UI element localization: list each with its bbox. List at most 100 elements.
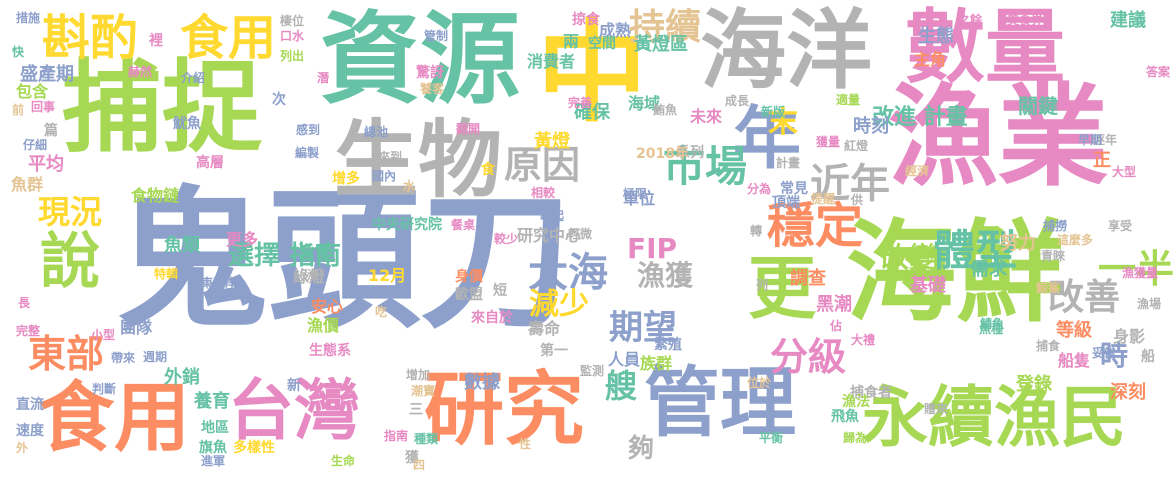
word-196: 鯖魚 [980, 317, 1005, 331]
word-117: 飛魚 [831, 409, 859, 425]
word-147: 輕微 [568, 227, 593, 241]
word-36: 改進 計畫 [872, 105, 968, 130]
word-12: 研究 [424, 363, 584, 456]
word-109: 紅燈 [844, 139, 869, 153]
word-191: 增加 [406, 368, 431, 382]
word-58: 族群 [640, 354, 673, 373]
word-37: FIP [627, 232, 678, 265]
word-183: 青睞 [1041, 249, 1066, 263]
word-77: 等級 [1056, 320, 1092, 341]
word-115: 捕食者 [850, 385, 892, 401]
word-80: 調查 [790, 268, 826, 289]
word-135: 漁會 [298, 242, 331, 261]
word-48: 消費者 [527, 52, 576, 71]
word-19: 更 [748, 250, 817, 329]
word-122: 地區 [201, 420, 229, 436]
word-165: 篇 [44, 123, 58, 139]
word-142: 增多 [332, 171, 360, 187]
word-35: 選擇 指南 [228, 241, 342, 271]
word-64: 魚群 [11, 175, 44, 194]
word-167: 漁 [307, 268, 320, 282]
word-120: 種類 [414, 432, 439, 446]
word-75: 登錄 [1016, 374, 1052, 395]
word-148: 完善 [568, 96, 593, 110]
word-95: 身價 [455, 269, 483, 285]
word-91: 身影 [1113, 327, 1146, 346]
word-54: 黃燈 [534, 131, 570, 152]
word-116: 漁法 [842, 394, 870, 410]
word-44: 主角 [914, 50, 947, 69]
word-127: 速度 [16, 423, 44, 439]
word-72: 外銷 [164, 367, 200, 388]
word-158: 列出 [280, 49, 305, 63]
word-94: 短 [493, 283, 507, 299]
word-21: 體型 [933, 226, 1018, 275]
word-65: 食物鏈 [131, 186, 180, 205]
word-181: 大型 [1112, 165, 1137, 179]
word-8: 生物 [334, 111, 503, 209]
word-139: 介紹 [181, 71, 206, 85]
word-177: 佔 [830, 319, 843, 333]
word-22: 原因 [504, 143, 581, 187]
word-15: 斟酌 [42, 10, 139, 66]
word-188: 位於 [747, 376, 772, 390]
word-123: 旗魚 [199, 440, 227, 456]
word-110: 常見 [780, 181, 808, 197]
word-105: 適量 [836, 93, 861, 107]
word-1: 捕捉 [62, 49, 262, 166]
word-130: 完整 [16, 324, 41, 338]
word-176: 外 [16, 441, 29, 455]
word-55: 未來 [690, 107, 723, 126]
word-10: 食用 [38, 373, 190, 462]
word-92: 繁殖 [654, 337, 682, 353]
word-51: 兩 [563, 32, 580, 51]
word-34: 改變 [881, 241, 938, 274]
word-146: 崛起 [540, 209, 565, 223]
word-68: 綠燈 [293, 267, 326, 286]
word-89: 極限 [623, 187, 648, 201]
word-83: 東海岸 [201, 276, 238, 290]
word-203: 裡 [149, 33, 163, 49]
word-154: 編製 [295, 146, 320, 160]
word-175: 長 [18, 296, 31, 310]
word-157: 口水 [280, 29, 305, 43]
word-163: 快 [12, 45, 25, 59]
word-16: 食用 [180, 10, 277, 66]
word-126: 指南 [384, 429, 409, 443]
word-29: 改善 [1048, 277, 1121, 318]
word-103: 之餘 [958, 13, 983, 27]
word-138: 魷魚 [173, 116, 201, 132]
word-108: 獲量 [816, 135, 841, 149]
word-81: 努力 [1000, 233, 1036, 254]
word-144: 餐桌 [451, 218, 476, 232]
word-9: 年 [733, 100, 802, 179]
word-13: 管理 [644, 358, 796, 447]
word-113: 魚種 [979, 322, 1004, 336]
word-24: 近年 [810, 161, 890, 207]
word-128: 直流 [16, 397, 44, 413]
word-174: 四 [413, 458, 426, 472]
word-129: 判斷 [92, 382, 117, 396]
word-164: 前 [12, 103, 25, 117]
word-143: 國內 [372, 169, 397, 183]
word-179: 船 [1141, 349, 1155, 365]
word-114: 捕食 [1036, 339, 1061, 353]
word-185: 妥當 [1092, 346, 1117, 360]
word-74: 黑潮 [816, 294, 852, 315]
word-18: 說 [40, 227, 100, 297]
word-169: 水 [403, 179, 416, 193]
word-50: 空間 [588, 36, 616, 52]
word-79: 基礎 [910, 275, 946, 296]
word-87: 2018年 [636, 146, 689, 162]
word-134: 週期 [143, 350, 168, 364]
word-39: 末 [768, 105, 798, 140]
word-161: 措施 [16, 11, 41, 25]
word-40: 艘 [605, 367, 638, 405]
word-199: 贈來 [924, 402, 949, 416]
word-180: 正 [1093, 150, 1111, 171]
word-71: 團隊 [120, 318, 153, 337]
word-97: 第一 [540, 343, 568, 359]
word-66: 魚類 [164, 235, 200, 256]
word-52: 確保 [574, 102, 610, 123]
word-3: 中 [537, 9, 647, 137]
